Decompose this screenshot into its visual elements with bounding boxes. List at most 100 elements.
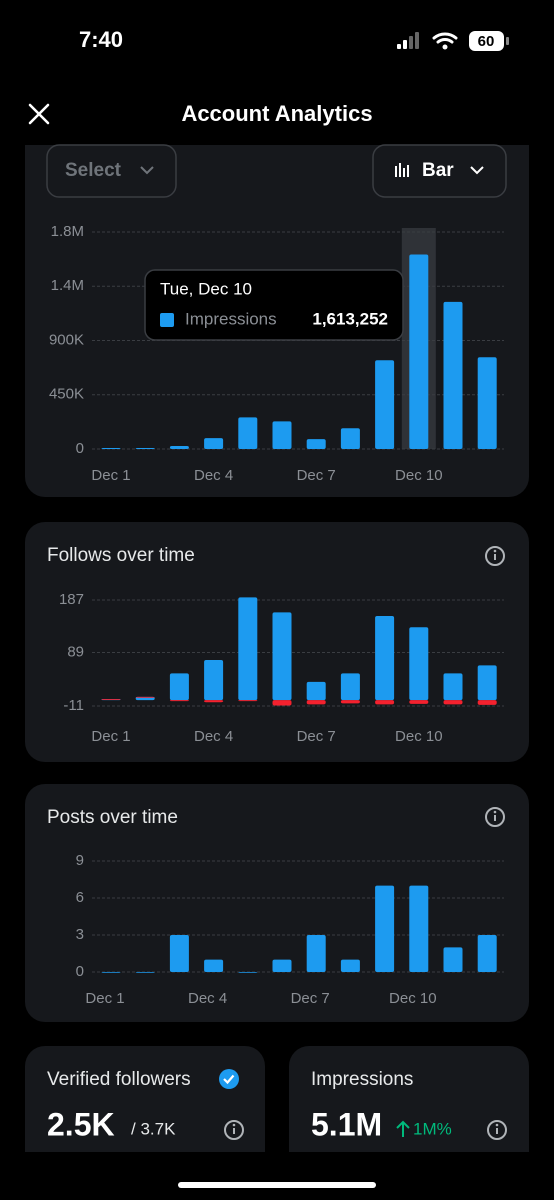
y-tick-label: -11: [63, 697, 84, 714]
tooltip-swatch: [160, 313, 174, 327]
y-tick-label: 0: [76, 440, 84, 457]
bar-segment: [169, 673, 189, 701]
info-icon[interactable]: [224, 1120, 244, 1140]
bar: [135, 972, 155, 973]
bar: [443, 301, 463, 449]
bar: [340, 959, 360, 972]
verified-badge: [219, 1069, 239, 1089]
bottom-bar: [0, 1152, 554, 1200]
bar-segment: [101, 699, 121, 700]
bar-segment: [375, 700, 395, 705]
header-bg: [0, 0, 554, 145]
tooltip-value: 1,613,252: [312, 309, 388, 328]
up-arrow: [396, 1120, 410, 1137]
tooltip-layer: Tue, Dec 10 Impressions 1,613,252: [144, 269, 404, 341]
status-time: 7:40: [79, 27, 123, 52]
home-indicator: [178, 1182, 376, 1188]
page-title: Account Analytics: [181, 101, 372, 126]
tooltip: [144, 269, 404, 341]
y-tick-label: 9: [76, 852, 84, 869]
bar-segment: [169, 700, 189, 702]
x-tick-label: Dec 4: [194, 728, 233, 745]
bar-segment: [443, 700, 463, 705]
bar-segment: [204, 700, 224, 703]
bar: [340, 428, 360, 449]
battery-level: 60: [478, 33, 495, 50]
bar: [169, 445, 189, 449]
y-tick-label: 900K: [49, 331, 84, 348]
wifi-dot: [442, 44, 448, 50]
info-dot: [493, 810, 497, 814]
x-tick-label: Dec 1: [91, 728, 130, 745]
y-tick-label: 450K: [49, 386, 84, 403]
bar-segment: [409, 700, 429, 704]
x-tick-label: Dec 10: [395, 728, 443, 745]
signal-icon: [397, 32, 419, 49]
x-tick-label: Dec 7: [297, 728, 336, 745]
x-tick-label: Dec 4: [194, 467, 233, 484]
bar-segment: [477, 665, 497, 701]
y-tick-label: 0: [76, 963, 84, 980]
verified-card: [25, 1046, 265, 1186]
battery-icon: [469, 31, 504, 51]
bar-segment: [477, 700, 497, 705]
chart-type-label: Bar: [422, 160, 454, 181]
close-button[interactable]: [28, 103, 50, 125]
x-tick-label: Dec 7: [291, 990, 330, 1007]
bar: [375, 885, 395, 972]
bar: [204, 438, 224, 449]
stat-label: Impressions: [311, 1069, 413, 1090]
bar: [272, 421, 292, 449]
y-tick-label: 1.4M: [51, 277, 84, 294]
stat-total: / 3.7K: [131, 1119, 176, 1138]
bar-segment: [238, 597, 258, 701]
x-tick-label: Dec 1: [91, 467, 130, 484]
select-chevron: [140, 166, 154, 175]
y-tick-label: 6: [76, 889, 84, 906]
bar-icon: [395, 163, 409, 177]
bar-segment: [238, 700, 258, 702]
stat-value: 5.1M: [311, 1106, 382, 1142]
bar-segment: [306, 681, 326, 701]
bar-segment: [443, 673, 463, 701]
select-dropdown[interactable]: [46, 144, 177, 198]
bar: [375, 360, 395, 449]
bar-segment: [135, 696, 155, 698]
bar: [272, 959, 292, 972]
chart-title: Follows over time: [47, 545, 195, 566]
y-tick-label: 1.8M: [51, 223, 84, 240]
chart-type-dropdown[interactable]: [372, 144, 507, 198]
info-icon[interactable]: [485, 807, 505, 827]
battery-tip: [506, 37, 509, 45]
info-dot: [493, 549, 497, 553]
chart-type-chevron: [470, 166, 484, 175]
bar-segment: [340, 700, 360, 704]
bar-segment: [306, 700, 326, 705]
bar: [238, 972, 258, 973]
info-icon[interactable]: [485, 546, 505, 566]
impressions-stat-card: [289, 1046, 529, 1186]
x-tick-label: Dec 7: [297, 467, 336, 484]
y-tick-label: 187: [59, 591, 84, 608]
verified-check: [223, 1074, 235, 1085]
bar: [135, 448, 155, 449]
select-label: Select: [65, 160, 122, 181]
bar: [409, 254, 429, 449]
tooltip-series: Impressions: [185, 309, 277, 328]
bar: [477, 357, 497, 449]
bar: [409, 885, 429, 972]
bar-segment: [135, 696, 155, 701]
stat-label: Verified followers: [47, 1069, 191, 1090]
bar: [169, 935, 189, 972]
chart-title: Posts over time: [47, 807, 178, 828]
bar-segment: [272, 700, 292, 706]
stat-change: 1M%: [413, 1119, 452, 1138]
x-tick-label: Dec 1: [85, 990, 124, 1007]
bar-segment: [375, 616, 395, 701]
bar: [204, 959, 224, 972]
info-icon[interactable]: [487, 1120, 507, 1140]
bar: [477, 935, 497, 972]
y-tick-label: 3: [76, 926, 84, 943]
x-tick-label: Dec 10: [389, 990, 437, 1007]
